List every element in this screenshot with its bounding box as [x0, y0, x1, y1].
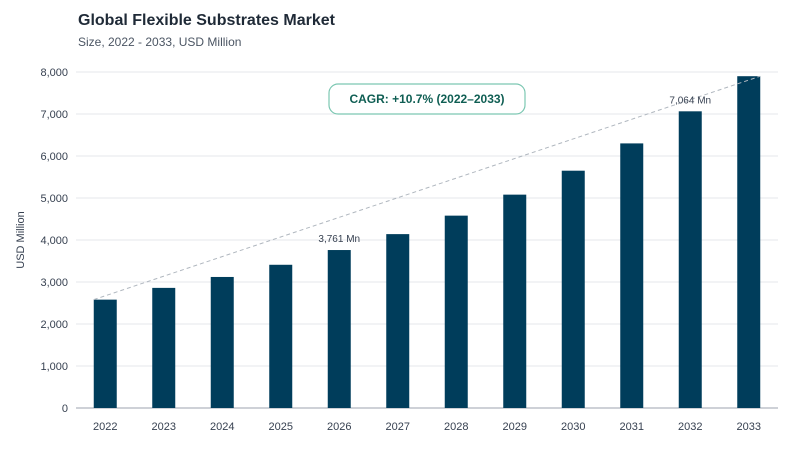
y-tick-label: 0 [62, 403, 68, 415]
x-tick-label: 2027 [386, 421, 410, 433]
bar-2026 [327, 250, 351, 408]
cagr-annotation-box [328, 83, 526, 115]
x-tick-label: 2029 [503, 421, 527, 433]
x-tick-label: 2031 [620, 421, 644, 433]
x-tick-label: 2032 [678, 421, 702, 433]
trend-line [93, 75, 761, 301]
y-tick-label: 3,000 [40, 277, 68, 289]
x-tick-label: 2033 [737, 421, 761, 433]
bar-2022 [93, 299, 117, 408]
y-tick-label: 8,000 [40, 67, 68, 79]
x-tick-label: 2025 [269, 421, 293, 433]
bar-2025 [269, 264, 293, 408]
bar-2030 [561, 170, 585, 408]
x-tick-label: 2028 [444, 421, 468, 433]
x-tick-label: 2026 [327, 421, 351, 433]
chart-subtitle: Size, 2022 - 2033, USD Million [78, 35, 242, 49]
data-label: 7,064 Mn [669, 95, 711, 106]
x-tick-label: 2030 [561, 421, 585, 433]
y-tick-label: 5,000 [40, 193, 68, 205]
bar-2033 [737, 76, 761, 408]
y-tick-label: 1,000 [40, 361, 68, 373]
x-tick-label: 2022 [93, 421, 117, 433]
bar-2029 [503, 194, 527, 408]
bar-2024 [210, 276, 234, 408]
bar-2028 [444, 215, 468, 408]
chart-title: Global Flexible Substrates Market [78, 12, 335, 29]
y-tick-label: 2,000 [40, 319, 68, 331]
cagr-annotation-text: CAGR: +10.7% (2022–2033) [349, 92, 504, 106]
x-tick-label: 2023 [152, 421, 176, 433]
bar-2027 [386, 234, 410, 408]
bar-2032 [678, 111, 702, 408]
bar-2031 [620, 143, 644, 408]
y-axis-label: USD Million [15, 211, 27, 268]
y-tick-label: 7,000 [40, 109, 68, 121]
x-tick-label: 2024 [210, 421, 234, 433]
bar-2023 [152, 287, 176, 408]
y-tick-label: 4,000 [40, 235, 68, 247]
data-label: 3,761 Mn [318, 234, 360, 245]
y-tick-label: 6,000 [40, 151, 68, 163]
